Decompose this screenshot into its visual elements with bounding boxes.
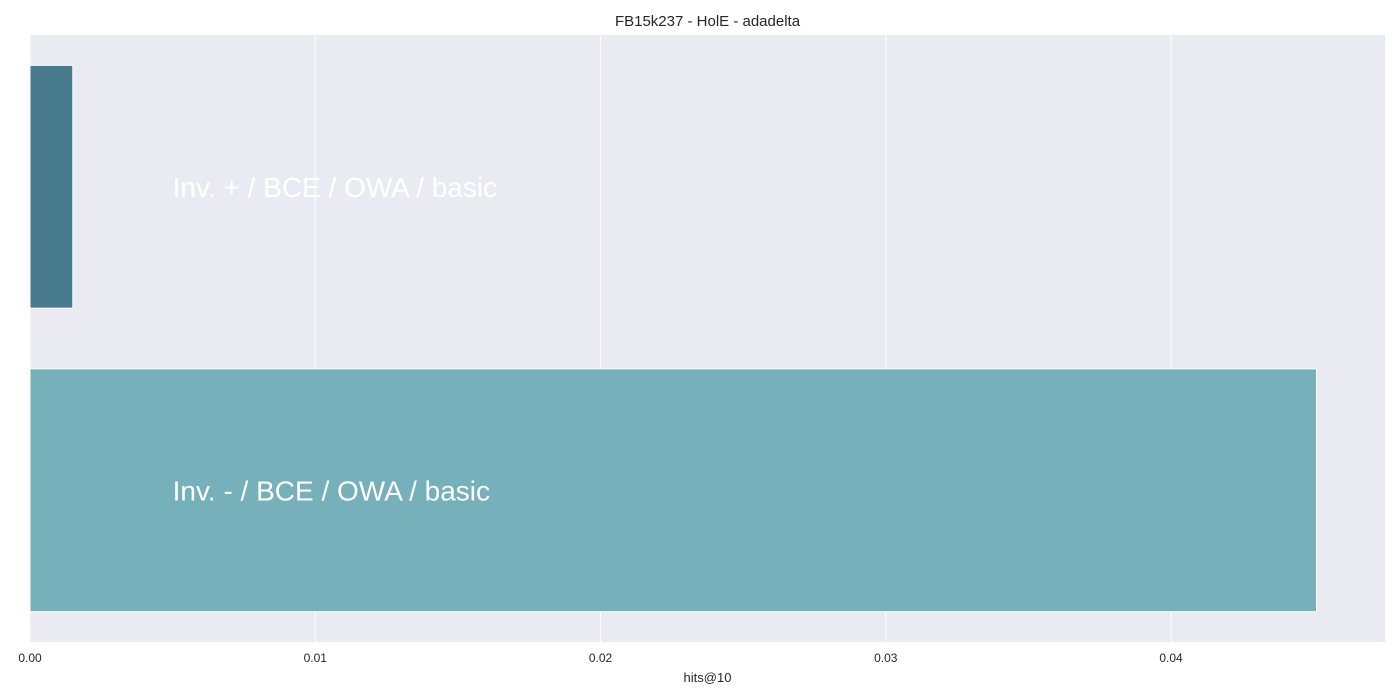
bar xyxy=(29,64,74,309)
x-tick-label: 0.02 xyxy=(589,651,613,665)
chart-title: FB15k237 - HolE - adadelta xyxy=(615,13,801,30)
bar-label: Inv. - / BCE / OWA / basic xyxy=(173,475,490,506)
bar-label: Inv. + / BCE / OWA / basic xyxy=(173,172,497,203)
x-tick-label: 0.03 xyxy=(874,651,898,665)
x-axis-label: hits@10 xyxy=(684,670,732,685)
x-tick-label: 0.04 xyxy=(1159,651,1183,665)
bar xyxy=(29,368,1318,613)
x-axis-ticks: 0.00 0.01 0.02 0.03 0.04 xyxy=(18,651,1183,665)
x-tick-label: 0.01 xyxy=(304,651,328,665)
bars: Inv. + / BCE / OWA / basic Inv. - / BCE /… xyxy=(29,64,1318,613)
x-tick-label: 0.00 xyxy=(18,651,42,665)
